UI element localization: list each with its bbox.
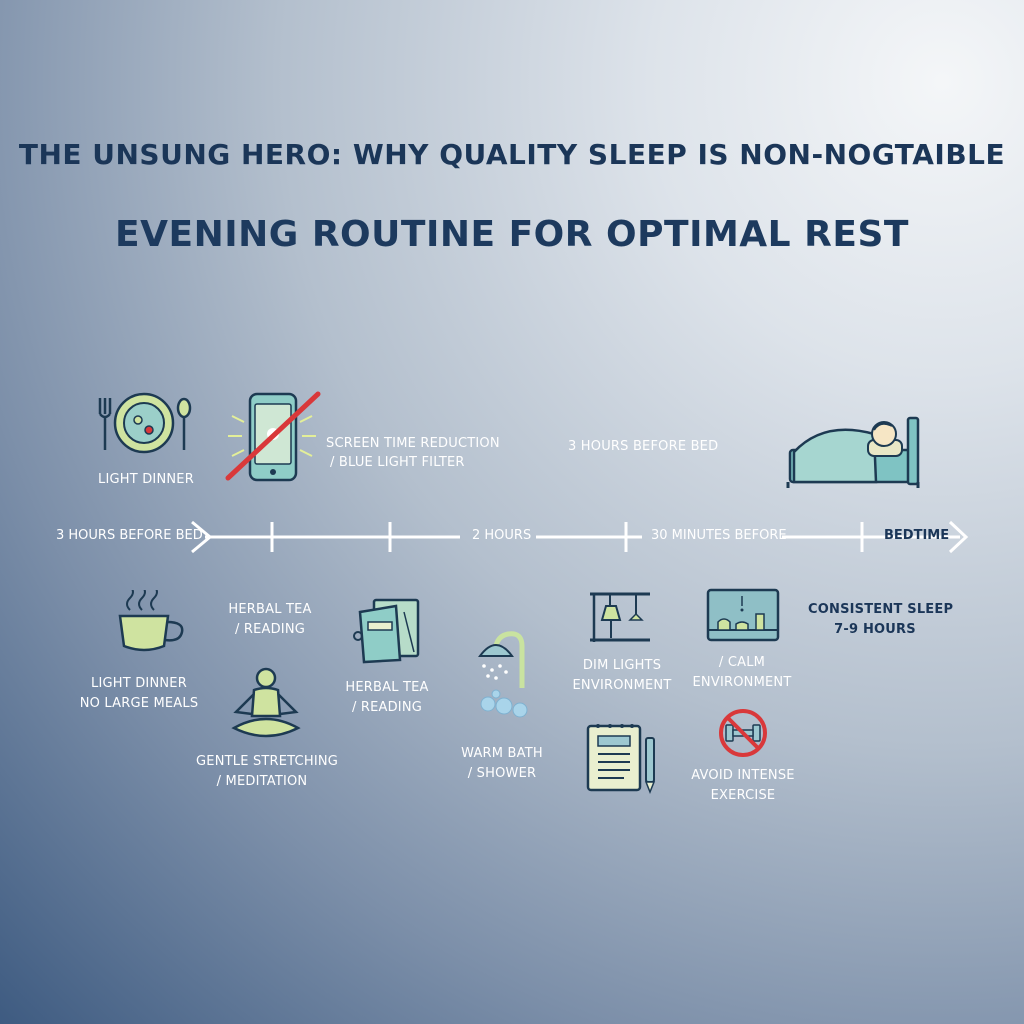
avoid-exercise-label-2: EXERCISE [710,788,776,803]
timeline-start-label: 3 HOURS BEFORE BED [56,528,203,543]
warm-bath-label-1: WARM BATH [461,746,543,761]
no-exercise-icon [719,709,767,757]
infographic-subtitle: EVENING ROUTINE FOR OPTIMAL REST [115,214,909,255]
timeline [191,520,969,554]
book-icon [353,598,420,664]
light-dinner-label: LIGHT DINNER [98,472,194,487]
hours-before-label: 3 HOURS BEFORE BED [568,439,719,454]
shower-icon [478,631,528,718]
herbal-tea-label-1-line-2: / READING [234,622,306,637]
warm-bath-label-2: / SHOWER [467,766,537,781]
dim-lights-label-2: ENVIRONMENT [572,678,672,693]
avoid-exercise-label-1: AVOID INTENSE [691,768,795,783]
calm-environment-label-2: ENVIRONMENT [692,675,792,690]
lamp-icon [590,592,650,642]
herbal-tea-label-2-line-2: / READING [351,700,423,715]
screen-time-label-2: / BLUE LIGHT FILTER [330,455,465,470]
dim-lights-label-1: DIM LIGHTS [582,658,662,673]
timeline-late-label: 30 MINUTES BEFORE [651,528,787,543]
calm-environment-label-1: / CALM [718,655,766,670]
tea-cup-icon [118,590,184,652]
timeline-end-label: BEDTIME [884,528,950,543]
meditation-icon [231,667,301,738]
dinner-plate-icon [98,392,192,454]
notepad-icon [586,724,656,794]
screen-time-label-1: SCREEN TIME REDUCTION [326,436,500,451]
stretching-label-1: GENTLE STRETCHING [196,754,339,769]
phone-no-screen-icon [225,391,321,482]
bed-icon [786,416,920,488]
infographic-title: THE UNSUNG HERO: WHY QUALITY SLEEP IS NO… [18,138,1006,171]
consistent-sleep-label-1: CONSISTENT SLEEP [808,602,954,617]
calm-shelf-icon [706,588,780,642]
consistent-sleep-label-2: 7-9 HOURS [834,622,916,637]
herbal-tea-label-2-line-1: HERBAL TEA [345,680,429,695]
light-dinner-label-bottom-2: NO LARGE MEALS [79,696,199,711]
herbal-tea-label-1-line-1: HERBAL TEA [228,602,312,617]
stretching-label-2: / MEDITATION [216,774,308,789]
light-dinner-label-bottom-1: LIGHT DINNER [91,676,187,691]
timeline-mid-label: 2 HOURS [472,528,532,543]
